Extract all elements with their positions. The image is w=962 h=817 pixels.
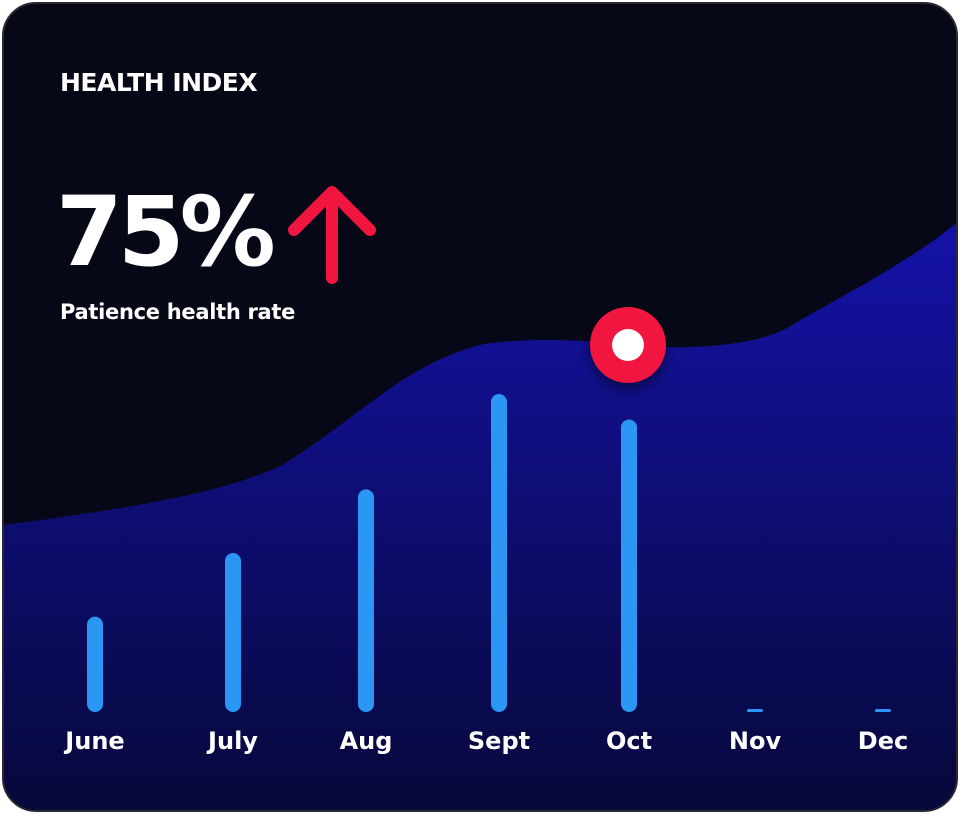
bar-july [225, 553, 241, 712]
health-rate-value: 75% [56, 176, 276, 288]
bar-june [87, 616, 103, 712]
x-tick-label-aug: Aug [340, 727, 393, 755]
labels-layer: June July Aug Sept Oct Nov Dec [63, 727, 908, 755]
x-tick-label-june: June [63, 727, 124, 755]
bar-dec [875, 709, 891, 712]
bar-aug [358, 489, 374, 712]
arrow-up-icon [288, 186, 376, 284]
x-tick-label-oct: Oct [606, 727, 652, 755]
bar-oct [621, 419, 637, 712]
x-tick-label-dec: Dec [858, 727, 908, 755]
bar-sept [491, 394, 507, 712]
card-title: HEALTH INDEX [60, 68, 258, 97]
x-tick-label-nov: Nov [729, 727, 782, 755]
x-tick-label-july: July [206, 727, 258, 755]
health-rate-caption: Patience health rate [60, 300, 296, 324]
bar-nov [747, 709, 763, 712]
x-tick-label-sept: Sept [468, 727, 530, 755]
trend-area [4, 223, 956, 810]
highlight-marker [590, 307, 666, 383]
bars-layer [87, 394, 891, 712]
chart-canvas: June July Aug Sept Oct Nov Dec [4, 223, 956, 810]
